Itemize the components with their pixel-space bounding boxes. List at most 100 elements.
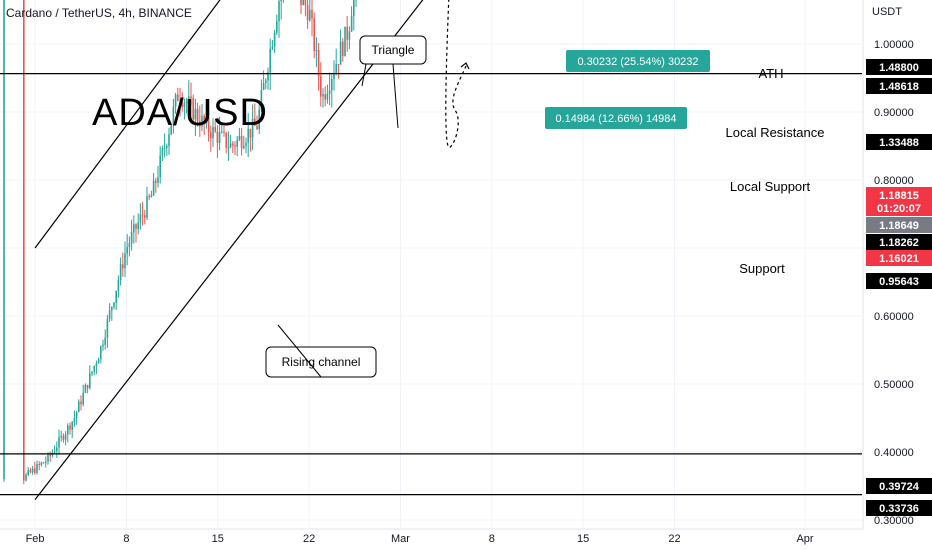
candle-body	[194, 108, 197, 120]
candle-body	[102, 344, 104, 347]
channel-upper-line	[34, 0, 221, 249]
candle-body	[240, 135, 243, 148]
candle-body	[166, 146, 168, 148]
candle-body	[152, 180, 155, 196]
candle-body	[353, 0, 355, 17]
candle-body	[93, 366, 95, 372]
candle-body	[205, 117, 208, 124]
candle-body	[337, 64, 340, 66]
support-label: Support	[739, 261, 785, 276]
candle-body	[117, 280, 120, 291]
candle-body	[300, 0, 302, 5]
candle-body	[97, 359, 100, 364]
time-tick-label: Apr	[796, 533, 813, 545]
candle-body	[313, 18, 315, 51]
candle-body	[133, 224, 135, 233]
candle-body	[141, 214, 144, 216]
candle-body	[269, 48, 271, 73]
ada-usd-label: ADA/USD	[92, 92, 268, 134]
candle-body	[38, 464, 40, 466]
price-label: 0.33736	[879, 503, 919, 515]
candle-body	[265, 80, 267, 84]
price-tick-label: 0.40000	[874, 447, 914, 459]
price-label-bg	[866, 78, 932, 94]
candle-body	[124, 253, 126, 269]
triangle-callout-text: Triangle	[372, 43, 415, 57]
ath-label: ATH	[758, 66, 783, 81]
candle-body	[309, 9, 311, 21]
candle-body	[225, 132, 227, 148]
candle-body	[227, 147, 230, 149]
candle-body	[339, 41, 342, 65]
candle-body	[170, 124, 172, 135]
candle-body	[174, 94, 177, 107]
candle-body	[78, 401, 80, 413]
candle-body	[333, 73, 335, 79]
candle-body	[271, 46, 274, 49]
candle-body	[238, 135, 241, 140]
price-label: 0.39724	[879, 481, 920, 493]
candle-body	[122, 264, 124, 269]
price-label: 1.33488	[879, 137, 919, 149]
candle-body	[36, 464, 38, 473]
candle-body	[331, 78, 333, 91]
candle-body	[53, 451, 56, 453]
price-label-bg	[866, 187, 932, 203]
candle-body	[236, 139, 238, 147]
candle-body	[172, 106, 175, 125]
candle-body	[322, 94, 324, 97]
candle-body	[47, 454, 49, 462]
candle-body	[23, 0, 25, 481]
candle-body	[342, 41, 344, 57]
candle-body	[84, 384, 87, 393]
price-label-bg	[866, 200, 932, 216]
local-resistance-label: Local Resistance	[726, 125, 825, 140]
price-label-bg	[866, 59, 932, 75]
target2-label-bg	[566, 50, 710, 72]
time-tick-label: 8	[489, 533, 495, 545]
candle-body	[115, 290, 117, 303]
candle-body	[247, 128, 249, 143]
candle-body	[276, 21, 278, 33]
candle-body	[324, 94, 326, 100]
price-tick-label: 1.00000	[874, 39, 914, 51]
price-label-bg	[866, 273, 932, 289]
candle-body	[155, 180, 157, 183]
target1-label: 0.14984 (12.66%) 14984	[555, 113, 676, 125]
candle-body	[267, 72, 269, 81]
candle-body	[148, 196, 150, 198]
candle-body	[258, 109, 260, 130]
candle-body	[320, 76, 322, 97]
candle-body	[177, 94, 179, 101]
candle-body	[214, 127, 216, 132]
price-label: 0.95643	[879, 276, 919, 288]
candle-body	[137, 222, 139, 230]
price-label-bg	[866, 134, 932, 150]
candle-body	[31, 468, 34, 473]
price-label: 1.48618	[879, 81, 919, 93]
price-label-bg	[866, 478, 932, 494]
candle-body	[111, 307, 113, 311]
candle-body	[29, 470, 32, 473]
candle-body	[135, 224, 137, 230]
candle-body	[146, 196, 148, 218]
candle-body	[75, 412, 78, 418]
price-label: 01:20:07	[877, 203, 921, 215]
time-tick-label: Feb	[26, 533, 45, 545]
candle-body	[249, 128, 252, 138]
candle-body	[42, 462, 45, 464]
candle-body	[190, 96, 192, 99]
price-axis: 1.700001.600001.500001.400001.300001.200…	[862, 0, 932, 530]
projected-arrowhead	[460, 62, 470, 70]
candle-body	[80, 401, 82, 405]
candle-body	[311, 9, 313, 19]
candle-body	[128, 243, 131, 248]
candle-body	[144, 215, 146, 218]
rising-channel-callout-pointer	[277, 324, 322, 378]
candle-body	[243, 146, 245, 148]
time-axis: Feb 8 15 22 Mar 8 15 22 Apr	[0, 528, 862, 545]
local-support-label: Local Support	[730, 179, 811, 194]
candle-body	[60, 435, 62, 438]
price-label: 1.18815	[879, 190, 919, 202]
